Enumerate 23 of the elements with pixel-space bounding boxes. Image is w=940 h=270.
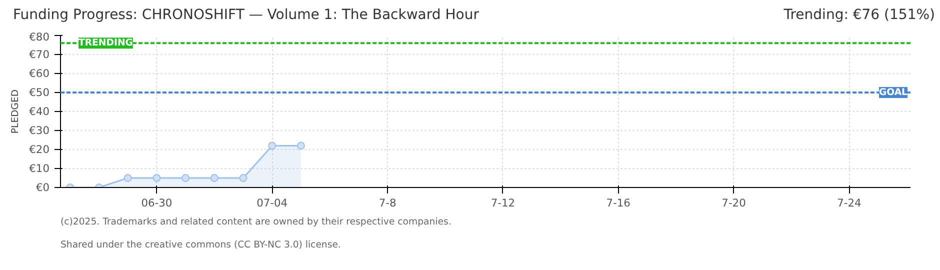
y-tick-label: €80 — [29, 30, 50, 44]
text: (c)2025. Trademarks and related content are owned by their respective companies. — [60, 216, 452, 228]
y-tick-label: €30 — [29, 124, 50, 137]
x-tick-label: 06-30 — [141, 196, 172, 210]
x-tick-label: 7-12 — [490, 196, 516, 210]
chart-subtitle: Trending: €76 (151%) — [784, 6, 935, 25]
x-tick-label: 7-24 — [837, 196, 862, 210]
y-tick-label: €10 — [29, 162, 50, 175]
x-tick-label: 7-20 — [722, 196, 746, 210]
ref-line-label: GOAL — [879, 87, 908, 98]
x-tick-label: 7-8 — [378, 196, 396, 210]
y-tick-label: €50 — [29, 86, 50, 99]
y-tick-label: €20 — [29, 143, 50, 156]
y-tick-label: €0 — [36, 181, 50, 194]
text: Shared under the creative commons (CC BY-NC 3.0) license. — [60, 240, 341, 250]
y-tick-label: €40 — [29, 105, 50, 118]
y-axis-title: PLEDGED — [10, 89, 22, 134]
y-tick-label: €70 — [29, 48, 50, 61]
y-tick-label: €60 — [29, 67, 50, 80]
x-tick-label: 07-04 — [256, 196, 288, 210]
x-tick-label: 7-16 — [606, 196, 631, 210]
chart-title: Funding Progress: CHRONOSHIFT — Volume 1: The Backward Hour — [13, 6, 479, 25]
ref-line-label: TRENDING — [78, 38, 133, 49]
